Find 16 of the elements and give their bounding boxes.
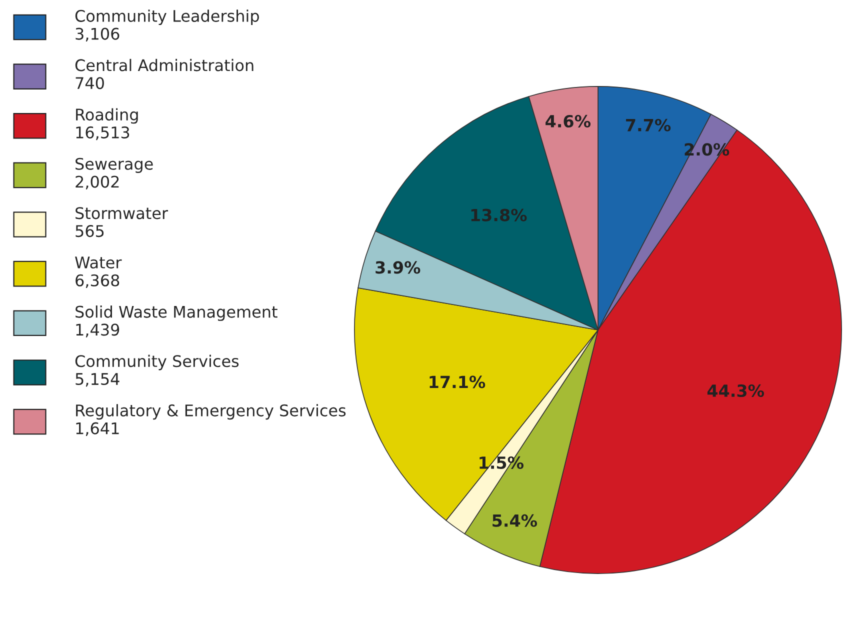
data-label: 7.7% [626, 118, 671, 132]
legend-label: Community Services 5,154 [75, 354, 239, 387]
legend-label: Central Administration 740 [75, 58, 254, 90]
data-label: 4.6% [546, 114, 591, 128]
data-label: 44.3% [707, 384, 764, 398]
data-label: 3.9% [376, 261, 420, 274]
legend-label: Community Leadership 3,106 [75, 10, 259, 42]
data-label: 17.1% [430, 376, 486, 388]
data-label: 13.8% [471, 208, 527, 222]
legend-label: Regulatory & Emergency Services 1,641 [76, 404, 346, 436]
legend-label: Sewerage 2,002 [76, 158, 153, 190]
legend-label: Roading 16,513 [76, 108, 138, 140]
legend-label: Stormwater 565 [76, 207, 168, 238]
legend-label: Water 6,368 [75, 256, 122, 288]
legend-label: Solid Waste Management 1,439 [76, 305, 278, 338]
data-label: 5.4% [492, 514, 538, 527]
